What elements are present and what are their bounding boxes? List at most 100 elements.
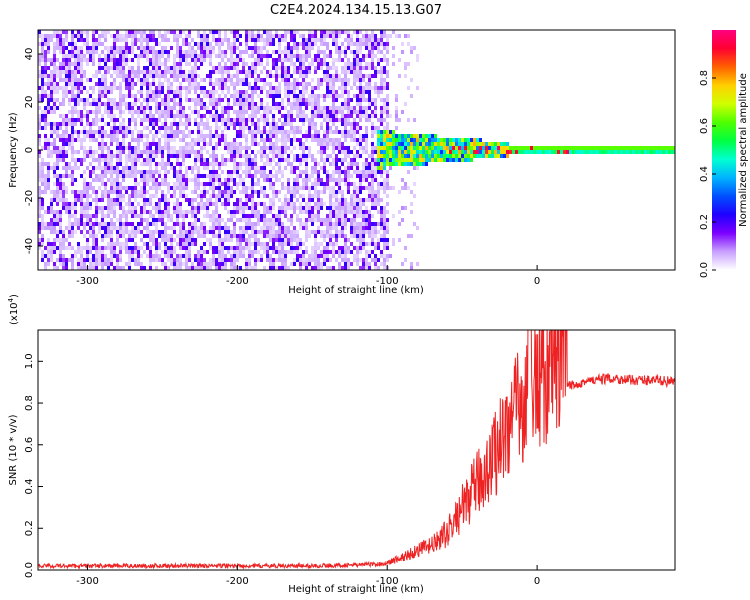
heatmap-cell [245,46,248,50]
heatmap-cell [122,58,125,62]
heatmap-cell [293,34,296,38]
heatmap-cell [347,34,350,38]
heatmap-cell [347,62,350,66]
heatmap-cell [50,226,53,230]
heatmap-cell [107,210,110,214]
heatmap-cell [263,266,266,270]
heatmap-cell [194,118,197,122]
heatmap-cell [218,34,221,38]
heatmap-cell [275,170,278,174]
heatmap-cell [386,174,389,178]
heatmap-cell [218,54,221,58]
heatmap-cell [146,198,149,202]
heatmap-cell [86,34,89,38]
heatmap-cell [248,214,251,218]
heatmap-cell [122,74,125,78]
heatmap-cell [272,142,275,146]
heatmap-cell [65,66,68,70]
heatmap-cell [89,134,92,138]
heatmap-cell [281,202,284,206]
heatmap-cell [200,254,203,258]
heatmap-cell [383,254,386,258]
heatmap-cell [227,102,230,106]
heatmap-cell [137,70,140,74]
heatmap-cell [194,238,197,242]
heatmap-cell [332,102,335,106]
heatmap-cell [365,138,368,142]
heatmap-cell [116,66,119,70]
heatmap-cell [203,54,206,58]
heatmap-cell [53,34,56,38]
heatmap-cell [359,222,362,226]
heatmap-cell [119,34,122,38]
heatmap-cell [179,66,182,70]
heatmap-cell [395,150,398,154]
heatmap-cell [266,62,269,66]
heatmap-cell [374,158,377,162]
heatmap-cell [386,110,389,114]
heatmap-cell [245,262,248,266]
heatmap-cell [278,126,281,130]
heatmap-cell [344,182,347,186]
heatmap-cell [44,42,47,46]
heatmap-cell [53,102,56,106]
heatmap-cell [383,42,386,46]
heatmap-cell [311,110,314,114]
heatmap-cell [215,186,218,190]
heatmap-cell [110,138,113,142]
heatmap-cell [113,206,116,210]
heatmap-cell [398,162,401,166]
heatmap-cell [257,34,260,38]
heatmap-cell [170,114,173,118]
heatmap-cell [77,158,80,162]
heatmap-cell [92,230,95,234]
heatmap-cell [284,166,287,170]
heatmap-cell [41,198,44,202]
heatmap-cell [293,250,296,254]
heatmap-cell [206,174,209,178]
heatmap-cell [209,98,212,102]
heatmap-cell [146,54,149,58]
heatmap-cell [266,138,269,142]
heatmap-cell [365,86,368,90]
heatmap-cell [38,126,41,130]
heatmap-cell [215,82,218,86]
heatmap-cell [344,126,347,130]
heatmap-cell [101,214,104,218]
heatmap-cell [53,230,56,234]
heatmap-cell [344,210,347,214]
heatmap-cell [203,30,206,34]
heatmap-cell [62,46,65,50]
heatmap-cell [131,42,134,46]
heatmap-cell [362,170,365,174]
heatmap-cell [218,70,221,74]
heatmap-cell [137,54,140,58]
heatmap-cell [386,230,389,234]
heatmap-cell [296,102,299,106]
heatmap-cell [284,254,287,258]
heatmap-cell [65,170,68,174]
heatmap-cell [146,82,149,86]
heatmap-cell [116,106,119,110]
heatmap-cell [116,150,119,154]
heatmap-cell [371,158,374,162]
heatmap-cell [179,178,182,182]
heatmap-cell [206,122,209,126]
heatmap-cell [227,234,230,238]
heatmap-cell [65,138,68,142]
heatmap-cell [149,186,152,190]
heatmap-cell [287,42,290,46]
heatmap-cell [128,150,131,154]
heatmap-cell [56,182,59,186]
heatmap-cell [80,74,83,78]
heatmap-cell [341,246,344,250]
heatmap-cell [71,266,74,270]
heatmap-cell [314,126,317,130]
heatmap-cell [371,222,374,226]
heatmap-cell [176,42,179,46]
heatmap-cell [179,238,182,242]
heatmap-cell [80,218,83,222]
heatmap-cell [59,230,62,234]
heatmap-cell [65,126,68,130]
heatmap-cell [317,206,320,210]
